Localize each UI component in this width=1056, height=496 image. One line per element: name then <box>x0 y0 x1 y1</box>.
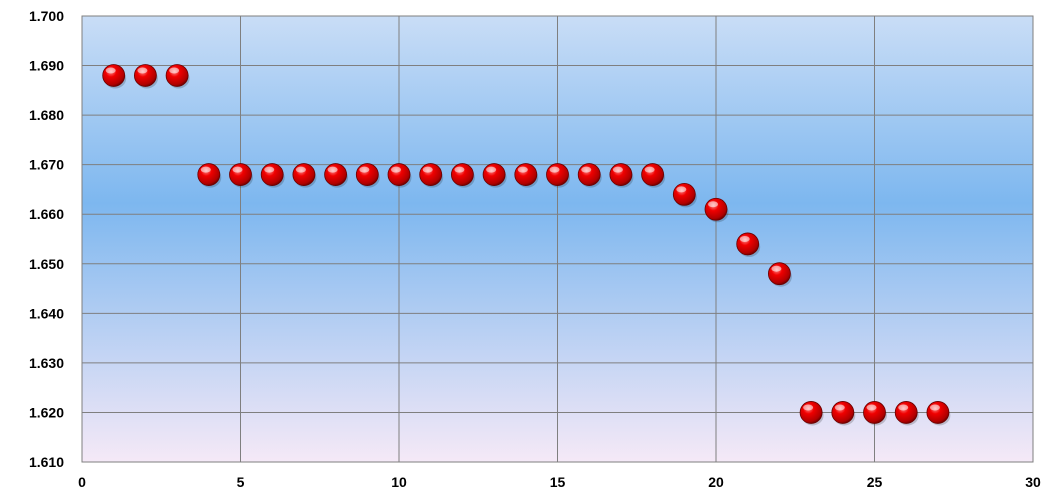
data-point <box>102 64 127 89</box>
plot-frame <box>81 15 1034 463</box>
data-point <box>609 163 634 188</box>
y-tick-label: 1.620 <box>29 404 64 420</box>
data-point <box>387 163 412 188</box>
data-point <box>324 163 349 188</box>
y-tick-label: 1.630 <box>29 355 64 371</box>
data-point <box>799 401 824 426</box>
x-tick-label: 15 <box>550 474 566 490</box>
x-tick-label: 10 <box>391 474 407 490</box>
data-point <box>863 401 887 426</box>
data-point <box>736 232 761 257</box>
y-tick-label: 1.660 <box>29 206 64 222</box>
y-axis: 1.610 1.620 1.630 1.640 1.650 1.660 1.670 1.680… <box>29 8 64 470</box>
data-point <box>672 182 697 208</box>
data-point <box>514 163 539 188</box>
data-point <box>229 163 253 188</box>
y-tick-label: 1.640 <box>29 305 64 321</box>
x-tick-label: 0 <box>78 474 86 490</box>
data-point <box>355 163 380 188</box>
x-tick-label: 25 <box>867 474 883 490</box>
data-point <box>641 163 666 188</box>
x-tick-label: 20 <box>708 474 724 490</box>
data-point <box>197 163 222 188</box>
data-point <box>926 401 951 426</box>
data-point <box>768 262 792 287</box>
data-point <box>260 163 285 188</box>
data-point <box>704 197 729 223</box>
y-tick-label: 1.690 <box>29 58 64 74</box>
data-point <box>831 401 856 426</box>
data-point <box>419 163 444 188</box>
data-point <box>133 64 158 89</box>
x-tick-label: 5 <box>237 474 245 490</box>
y-tick-label: 1.650 <box>29 256 64 272</box>
y-tick-label: 1.680 <box>29 107 64 123</box>
x-axis: 0 5 10 15 20 25 30 <box>78 474 1041 490</box>
data-point <box>894 401 919 426</box>
data-points <box>102 64 951 426</box>
x-tick-label: 30 <box>1025 474 1041 490</box>
data-point <box>546 163 570 188</box>
data-point <box>292 163 317 188</box>
y-tick-label: 1.610 <box>29 454 64 470</box>
y-tick-label: 1.700 <box>29 8 64 24</box>
data-point <box>165 64 190 89</box>
data-point <box>450 163 475 188</box>
data-point <box>482 163 507 188</box>
data-point <box>577 163 602 188</box>
y-tick-label: 1.670 <box>29 157 64 173</box>
